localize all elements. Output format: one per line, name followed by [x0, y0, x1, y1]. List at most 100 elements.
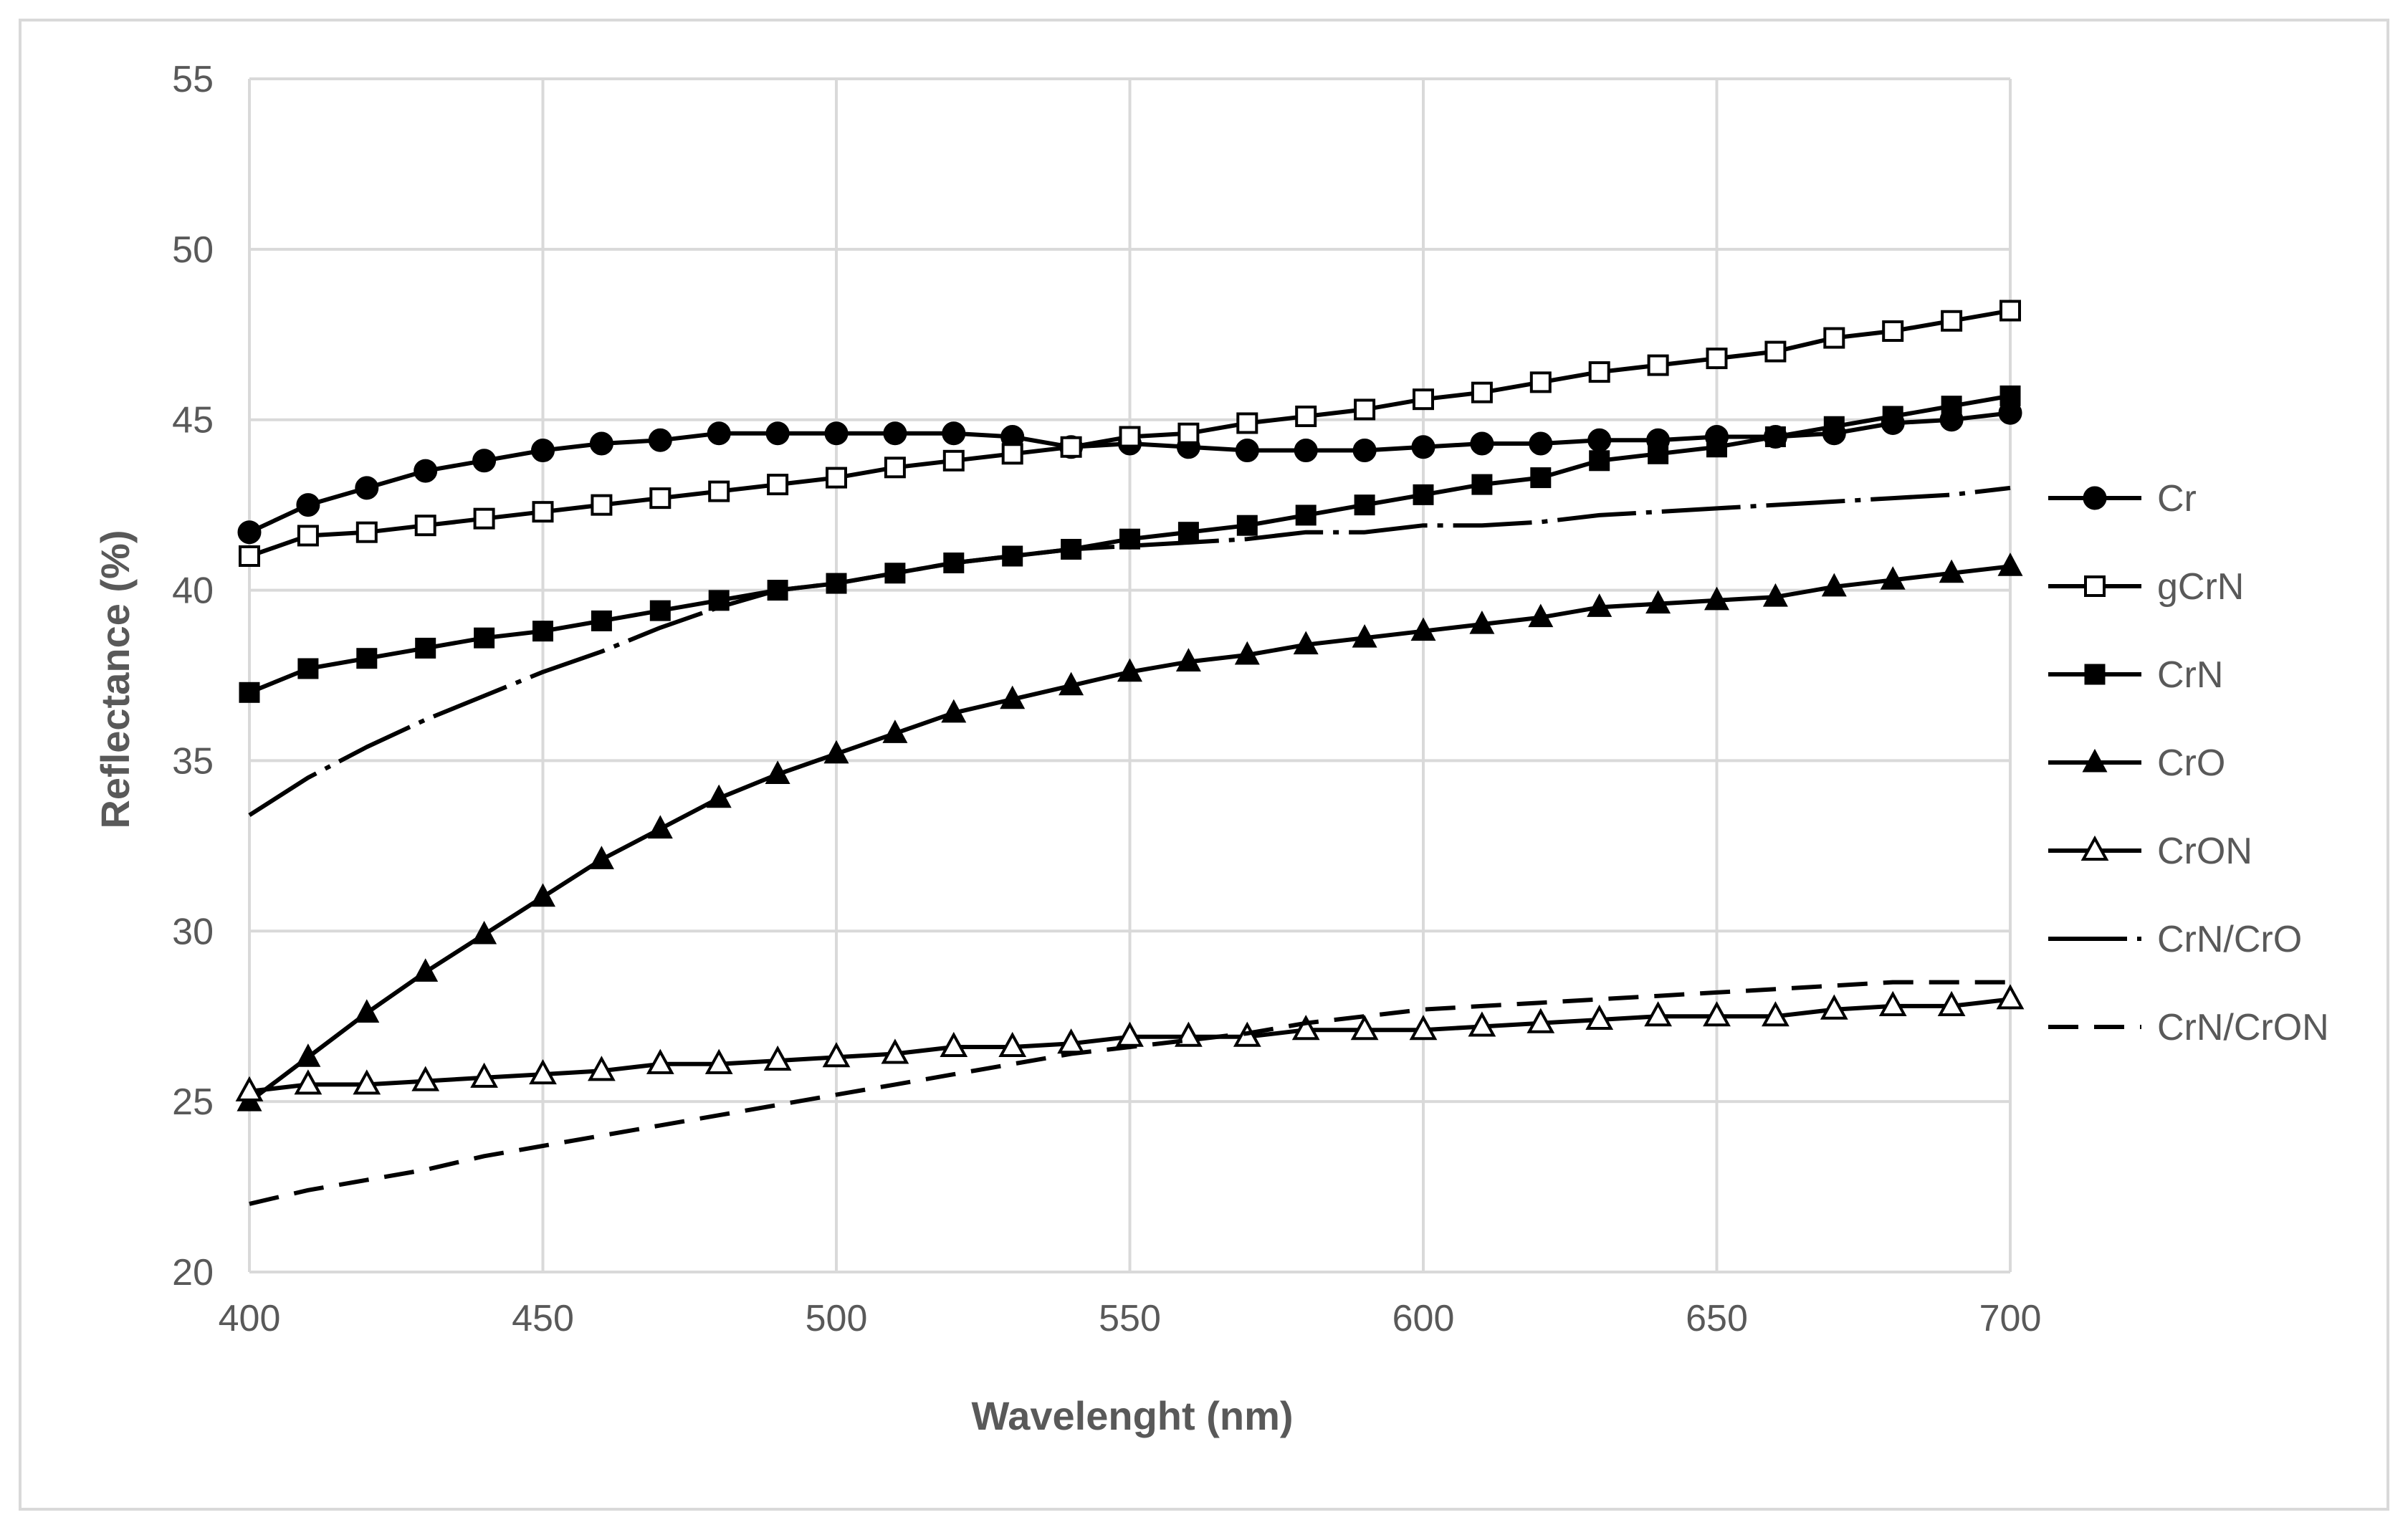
data-point-cro: [882, 719, 908, 743]
data-point-gcrn: [826, 467, 847, 489]
grid: [248, 77, 2012, 1273]
data-point-cro: [1234, 641, 1260, 665]
data-point-crn: [708, 590, 730, 611]
series-line-crn-cron: [249, 980, 2010, 1206]
data-point-cro: [1939, 559, 1964, 583]
data-point-crn: [474, 627, 495, 649]
data-point-cron: [1175, 1021, 1203, 1047]
data-point-cr: [1294, 439, 1318, 463]
y-tick-label: 50: [172, 229, 214, 271]
data-point-cr: [1587, 428, 1612, 452]
series-line-crn-cro: [248, 485, 2011, 818]
data-point-gcrn: [649, 487, 672, 510]
data-point-cron: [940, 1031, 968, 1058]
data-point-cro: [1175, 648, 1201, 671]
data-point-gcrn: [1588, 361, 1610, 383]
data-point-cr: [1352, 439, 1377, 463]
data-point-cr: [1529, 431, 1553, 456]
data-point-cron: [588, 1056, 616, 1081]
legend-item-gcrn: gCrN: [2048, 566, 2244, 608]
data-point-crn: [1295, 505, 1317, 526]
data-point-cro: [354, 999, 380, 1023]
data-point-gcrn: [1647, 354, 1669, 376]
data-point-cron: [1937, 990, 1966, 1016]
data-point-cron: [1291, 1015, 1320, 1041]
data-point-cr: [1470, 431, 1494, 456]
data-point-crn: [2000, 385, 2021, 406]
data-point-cro: [1469, 610, 1495, 634]
data-point-cr: [765, 421, 790, 446]
x-tick-label: 450: [512, 1298, 574, 1339]
data-point-gcrn: [473, 507, 495, 530]
data-point-gcrn: [591, 494, 613, 516]
data-point-cr: [707, 421, 731, 446]
legend-item-cron: CrON: [2048, 831, 2252, 872]
data-point-cron: [646, 1048, 674, 1074]
x-axis-title: Wavelenght (nm): [971, 1393, 1293, 1438]
data-point-cro: [941, 699, 967, 723]
data-point-crn: [1823, 416, 1845, 437]
legend-item-crn-cron: CrN/CrON: [2048, 1007, 2329, 1048]
data-point-cro: [295, 1043, 321, 1067]
data-point-crn: [1882, 406, 1903, 427]
data-point-cron: [1820, 994, 1848, 1020]
data-point-gcrn: [884, 456, 906, 479]
data-point-gcrn: [767, 474, 789, 496]
legend-item-cro: CrO: [2048, 742, 2225, 784]
data-point-cron: [353, 1069, 381, 1095]
axis-labels: Wavelenght (nm) Reflectance (%): [92, 530, 1294, 1438]
data-point-cr: [1411, 435, 1435, 459]
x-tick-label: 700: [1979, 1298, 2042, 1339]
data-point-crn: [297, 658, 319, 679]
data-point-crn: [532, 621, 553, 642]
y-tick-label: 35: [172, 740, 214, 782]
data-point-cro: [1704, 586, 1730, 611]
data-point-cr: [883, 421, 907, 446]
data-point-cro: [1821, 573, 1847, 597]
y-tick-label: 40: [172, 570, 214, 612]
data-point-cro: [1000, 685, 1026, 709]
data-point-cron: [529, 1058, 557, 1085]
data-point-gcrn: [2000, 300, 2021, 322]
legend: Cr gCrN CrN CrO CrON CrN/CrO CrN/CrON: [2048, 478, 2329, 1048]
data-point-cro: [1117, 658, 1143, 682]
data-point-cron: [1996, 984, 2025, 1010]
data-point-gcrn: [1706, 348, 1728, 370]
data-point-crn: [1706, 436, 1727, 458]
data-point-crn: [1589, 450, 1610, 472]
data-point-gcrn: [1941, 310, 1963, 332]
data-point-cro: [1528, 603, 1554, 628]
data-point-cro: [472, 920, 497, 945]
y-axis-title: Reflectance (%): [92, 530, 138, 828]
data-point-gcrn: [239, 545, 260, 567]
data-point-crn: [239, 682, 260, 703]
y-tick-label: 45: [172, 400, 214, 441]
data-point-crn: [1648, 443, 1669, 464]
legend-swatch-marker: [2082, 748, 2108, 773]
x-tick-label: 600: [1392, 1298, 1455, 1339]
chart-border: [19, 19, 2389, 1511]
data-point-cron: [1409, 1015, 1438, 1041]
data-point-cron: [822, 1042, 851, 1068]
data-point-cro: [823, 740, 849, 764]
data-point-cron: [411, 1066, 440, 1091]
legend-label: CrN/CrON: [2157, 1007, 2329, 1048]
legend-swatch-marker: [2084, 575, 2106, 597]
data-point-gcrn: [1413, 388, 1434, 411]
data-point-gcrn: [1001, 443, 1023, 465]
x-tick-label: 650: [1686, 1298, 1748, 1339]
series-crn-cron: [249, 980, 2010, 1206]
data-point-gcrn: [1471, 381, 1493, 403]
legend-item-crn-cro: CrN/CrO: [2048, 919, 2302, 960]
y-tick-label: 20: [172, 1252, 214, 1294]
data-point-cro: [1645, 590, 1671, 614]
data-point-cron: [704, 1048, 733, 1074]
data-point-cron: [1644, 1001, 1672, 1027]
y-tick-label: 30: [172, 911, 214, 952]
legend-label: CrN: [2157, 654, 2223, 696]
data-point-cron: [998, 1031, 1027, 1058]
data-point-crn: [356, 648, 378, 669]
data-point-cro: [1059, 671, 1084, 696]
data-point-crn: [1530, 467, 1552, 489]
